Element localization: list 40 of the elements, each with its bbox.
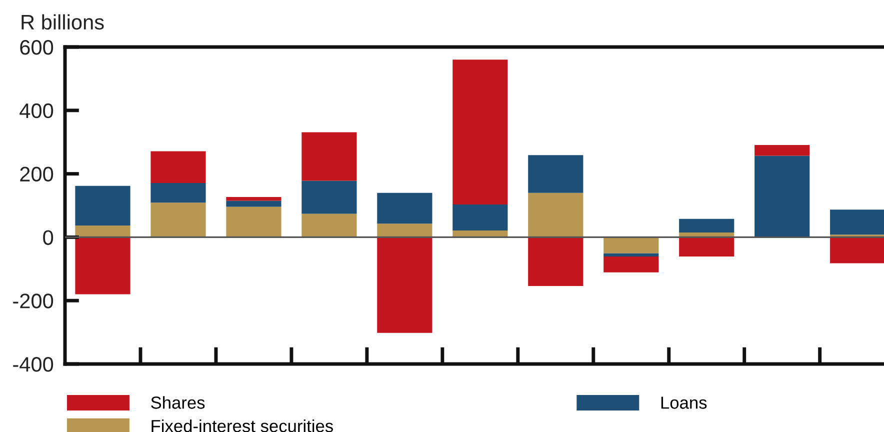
- bar: [75, 186, 130, 226]
- bar: [754, 144, 810, 156]
- y-axis-title: R billions: [22, 14, 104, 30]
- bar: [302, 180, 357, 214]
- bar: [830, 210, 884, 235]
- bar: [679, 218, 734, 232]
- bar: [604, 256, 659, 272]
- bar: [528, 155, 584, 193]
- bar: [830, 237, 884, 264]
- y-tick-label: 0: [43, 230, 54, 245]
- bar: [150, 151, 206, 183]
- bar: [679, 237, 734, 257]
- bar: [150, 182, 206, 203]
- bar: [604, 237, 659, 254]
- legend-label: Shares: [151, 396, 205, 409]
- y-tick-label: 400: [20, 103, 54, 118]
- legend-label: Fixed-interest securities: [152, 419, 333, 432]
- bar: [302, 214, 357, 238]
- bar: [377, 237, 432, 333]
- bar: [75, 237, 130, 294]
- legend-label: Loans: [661, 396, 707, 409]
- y-tick-label: 200: [20, 166, 54, 182]
- bar: [75, 225, 130, 238]
- bar: [150, 202, 206, 238]
- bar: [226, 196, 282, 201]
- bar: [452, 230, 508, 238]
- bar: [604, 253, 659, 257]
- bar: [302, 132, 357, 181]
- bar: [226, 206, 282, 238]
- y-tick-label: -200: [13, 294, 54, 308]
- bar: [377, 224, 432, 238]
- bar: [754, 156, 810, 237]
- bar: [528, 192, 584, 238]
- y-tick-label: -400: [13, 357, 54, 372]
- bar: [452, 60, 508, 205]
- bar: [377, 192, 432, 224]
- bar: [226, 200, 282, 207]
- bar: [452, 204, 508, 231]
- bar: [528, 237, 584, 286]
- y-tick-label: 600: [20, 40, 54, 55]
